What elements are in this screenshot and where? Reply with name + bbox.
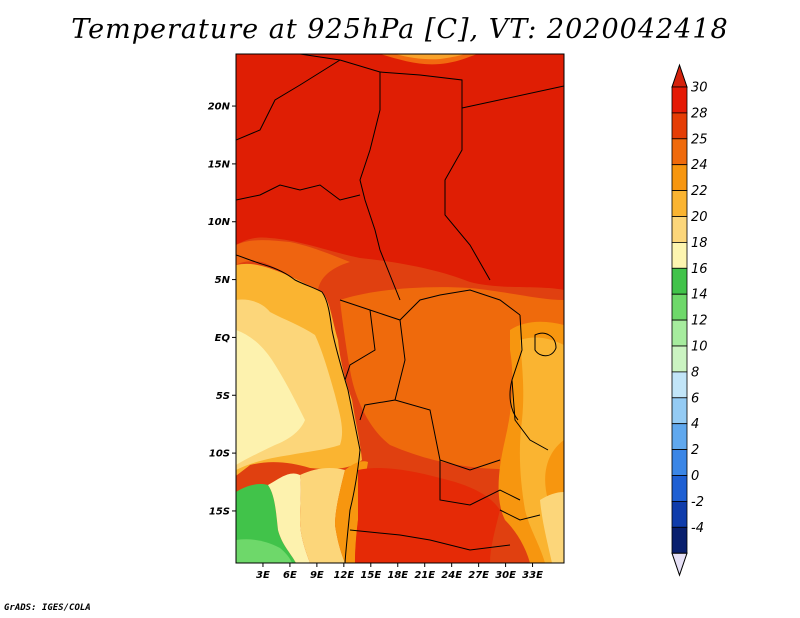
colorbar-label: 6 (691, 391, 699, 406)
border-11 (349, 529, 511, 551)
lon-tick-label: 12E (333, 570, 354, 581)
colorbar-label: 8 (691, 365, 699, 380)
colorbar-swatch (671, 423, 688, 451)
lat-tick-label: EQ (215, 333, 231, 344)
colorbar-swatch (671, 397, 688, 425)
field-band-5n (236, 240, 350, 290)
border-7 (344, 309, 376, 381)
lon-tick-label: 6E (283, 570, 297, 581)
colorbar-swatch (671, 371, 688, 399)
credit-text: GrADS: IGES/COLA (4, 603, 91, 613)
lat-tick-label: 20N (208, 102, 231, 113)
colorbar-top-arrow (671, 63, 688, 88)
colorbar-swatch (671, 190, 688, 217)
colorbar-label: -4 (691, 521, 704, 536)
border-10 (439, 460, 521, 506)
colorbar-label: 16 (691, 262, 708, 277)
colorbar-label: 22 (691, 184, 708, 199)
colorbar-swatch (671, 267, 688, 295)
lat-tick-label: 5S (216, 391, 230, 402)
field-sw-pale (268, 473, 310, 563)
border-5 (236, 184, 361, 201)
lon-tick-label: 9E (310, 570, 324, 581)
lake-victoria (534, 332, 557, 357)
field-west-pale (236, 330, 305, 465)
lat-tick-label: 10N (208, 217, 231, 228)
colorbar-label: 28 (691, 106, 708, 121)
lat-tick-label: 15S (209, 506, 230, 517)
colorbar-label: 24 (691, 158, 708, 173)
lat-tick-label: 5N (215, 275, 231, 286)
field-east-yellow (519, 337, 564, 563)
lon-tick-label: 18E (387, 570, 408, 581)
colorbar-label: 30 (691, 81, 708, 96)
colorbar-swatch (671, 164, 688, 191)
border-13 (499, 509, 541, 521)
colorbar-label: -2 (691, 495, 704, 510)
colorbar-swatch (671, 475, 688, 502)
lat-tick-label: 15N (208, 159, 231, 170)
colorbar-swatch (671, 345, 688, 373)
colorbar-swatch (671, 500, 688, 528)
colorbar-label: 4 (691, 417, 699, 432)
colorbar-swatch (671, 293, 688, 321)
colorbar-swatch (671, 526, 688, 554)
border-6 (339, 289, 521, 321)
border-4 (236, 59, 341, 141)
colorbar-swatch (671, 449, 688, 476)
colorbar-label: 18 (691, 236, 708, 251)
map-frame (235, 53, 565, 564)
lake-outline (509, 379, 519, 421)
colorbar-label: 2 (691, 443, 699, 458)
field-congo (340, 287, 564, 470)
colorbar-label: 14 (691, 288, 708, 303)
lon-tick-label: 3E (256, 570, 270, 581)
colorbar-swatch (671, 216, 688, 243)
border-12 (511, 314, 549, 451)
field-north-cool2 (395, 54, 465, 60)
colorbar-swatch (671, 112, 688, 140)
lon-tick-label: 27E (468, 570, 489, 581)
colorbar-swatch (671, 319, 688, 347)
coastline-west-africa (236, 254, 361, 563)
colorbar-label: 0 (691, 469, 699, 484)
map-boundaries (236, 54, 564, 563)
lon-tick-label: 30E (495, 570, 516, 581)
field-sw-yellow (300, 467, 345, 563)
colorbar-label: 10 (691, 340, 708, 355)
longitude-axis: 3E 6E 9E 12E 15E 18E 21E 24E 27E 30E 33E (256, 563, 543, 581)
lon-tick-label: 33E (522, 570, 543, 581)
colorbar-bottom-arrow (671, 552, 688, 577)
latitude-axis: 20N 15N 10N 5N EQ 5S 10S 15S (208, 102, 236, 517)
field-south-hot (355, 467, 500, 563)
border-2 (379, 71, 491, 281)
field-north-hot (236, 54, 564, 290)
chart-title: Temperature at 925hPa [C], VT: 202004241… (71, 14, 729, 45)
colorbar-label: 12 (691, 314, 708, 329)
colorbar-swatch (671, 138, 688, 166)
colorbar-swatch (671, 241, 688, 269)
lon-tick-label: 15E (360, 570, 381, 581)
lat-tick-label: 10S (209, 449, 230, 460)
lon-tick-label: 21E (414, 570, 435, 581)
temperature-field (236, 54, 564, 563)
colorbar-swatch (671, 86, 688, 114)
border-3 (461, 85, 564, 109)
colorbar-label: 20 (691, 210, 708, 225)
lon-tick-label: 24E (441, 570, 462, 581)
border-1 (299, 54, 401, 301)
colorbar-label: 25 (691, 132, 708, 147)
field-east-pale (540, 492, 564, 563)
field-sw-green-light (236, 539, 292, 563)
